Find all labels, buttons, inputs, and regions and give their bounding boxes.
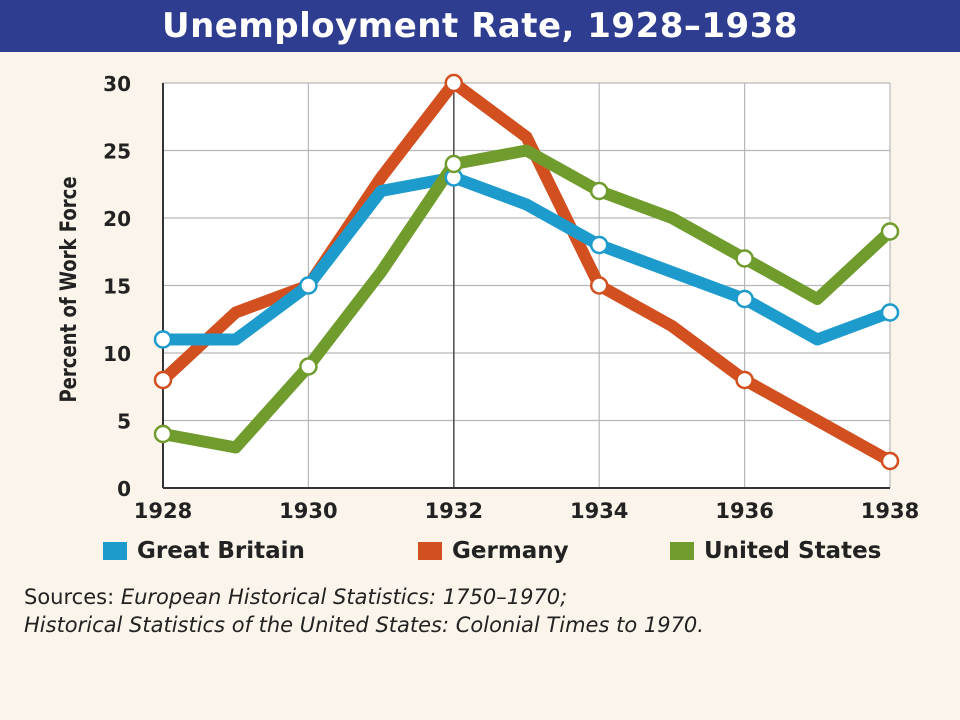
sources-note: Sources: European Historical Statistics:… bbox=[24, 583, 944, 639]
legend: Great Britain Germany United States bbox=[0, 538, 960, 570]
data-point-great-britain bbox=[880, 303, 900, 322]
data-point-germany bbox=[589, 276, 609, 295]
legend-label-united-states: United States bbox=[704, 538, 882, 564]
data-point-great-britain bbox=[589, 235, 609, 255]
x-tick-label: 1938 bbox=[861, 499, 919, 523]
y-tick-label: 25 bbox=[103, 140, 131, 164]
legend-swatch-united-states bbox=[670, 542, 694, 560]
legend-item-germany: Germany bbox=[418, 538, 569, 564]
line-chart: 0 5 10 15 20 25 30 1928 1930 1932 1934 1936 1938 Perc… bbox=[55, 72, 919, 523]
y-tick-label: 5 bbox=[117, 410, 131, 434]
x-tick-label: 1928 bbox=[134, 499, 192, 523]
legend-swatch-germany bbox=[418, 542, 442, 560]
data-point-great-britain bbox=[735, 289, 754, 309]
sources-line-1: Sources: European Historical Statistics:… bbox=[24, 583, 944, 611]
series-line-united-states bbox=[157, 144, 896, 454]
data-point-united-states bbox=[153, 424, 173, 444]
x-tick-label: 1936 bbox=[715, 499, 773, 523]
x-tick-label: 1934 bbox=[570, 499, 628, 523]
data-point-united-states bbox=[444, 154, 464, 174]
data-point-united-states bbox=[589, 181, 609, 201]
sources-title-1: European Historical Statistics: 1750–197… bbox=[120, 585, 568, 609]
x-tick-label: 1932 bbox=[425, 499, 483, 523]
x-tick-label: 1930 bbox=[279, 499, 337, 523]
legend-item-great-britain: Great Britain bbox=[103, 538, 305, 564]
title-bar: Unemployment Rate, 1928–1938 bbox=[0, 0, 960, 52]
y-tick-label: 15 bbox=[103, 275, 131, 299]
legend-label-great-britain: Great Britain bbox=[137, 538, 305, 564]
data-point-germany bbox=[880, 451, 900, 471]
data-point-great-britain bbox=[299, 276, 318, 295]
data-point-united-states bbox=[735, 249, 754, 268]
sources-title-2: Historical Statistics of the United Stat… bbox=[24, 613, 704, 637]
sources-line-2: Historical Statistics of the United Stat… bbox=[24, 611, 944, 639]
legend-swatch-great-britain bbox=[103, 542, 127, 560]
data-point-germany bbox=[153, 370, 173, 390]
y-tick-label: 20 bbox=[103, 207, 131, 231]
data-point-great-britain bbox=[153, 330, 173, 349]
y-tick-label: 0 bbox=[117, 477, 131, 501]
series-line-great-britain bbox=[157, 171, 896, 346]
legend-item-united-states: United States bbox=[670, 538, 881, 564]
chart-title: Unemployment Rate, 1928–1938 bbox=[161, 6, 799, 46]
data-point-germany bbox=[444, 73, 464, 93]
data-point-united-states bbox=[299, 357, 318, 376]
legend-label-germany: Germany bbox=[452, 538, 569, 564]
data-point-germany bbox=[735, 370, 754, 390]
y-tick-label: 10 bbox=[103, 342, 131, 366]
y-axis-label: Percent of Work Force bbox=[55, 176, 81, 402]
sources-prefix: Sources: bbox=[24, 585, 121, 609]
series-line-germany bbox=[157, 77, 896, 467]
y-tick-label: 30 bbox=[103, 72, 131, 96]
data-point-united-states bbox=[880, 222, 900, 241]
